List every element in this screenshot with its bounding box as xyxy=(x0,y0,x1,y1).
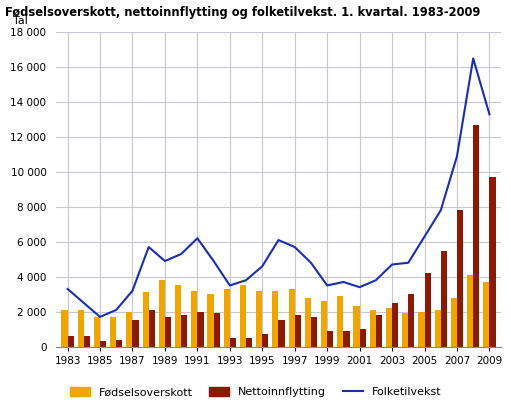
Bar xyxy=(419,312,425,347)
Bar xyxy=(240,285,246,347)
Bar xyxy=(67,336,74,347)
Bar xyxy=(354,306,360,347)
Bar xyxy=(490,177,496,347)
Bar xyxy=(78,310,84,347)
Bar xyxy=(230,338,236,347)
Bar xyxy=(305,298,311,347)
Bar xyxy=(165,317,171,347)
Bar xyxy=(295,315,301,347)
Bar xyxy=(343,331,350,347)
Bar xyxy=(408,294,414,347)
Bar xyxy=(451,298,457,347)
Bar xyxy=(116,340,123,347)
Bar xyxy=(94,317,100,347)
Bar xyxy=(483,282,490,347)
Bar xyxy=(110,317,116,347)
Bar xyxy=(402,314,408,347)
Bar xyxy=(369,310,376,347)
Legend: Fødselsoverskott, Nettoinnflytting, Folketilvekst: Fødselsoverskott, Nettoinnflytting, Folk… xyxy=(69,387,442,397)
Bar xyxy=(311,317,317,347)
Bar xyxy=(457,210,463,347)
Bar xyxy=(256,291,262,347)
Bar xyxy=(191,291,197,347)
Bar xyxy=(289,289,295,347)
Bar xyxy=(425,273,431,347)
Bar xyxy=(197,312,203,347)
Bar xyxy=(149,310,155,347)
Bar xyxy=(392,303,398,347)
Bar xyxy=(376,315,382,347)
Bar xyxy=(207,294,214,347)
Bar xyxy=(360,329,366,347)
Bar xyxy=(467,275,473,347)
Bar xyxy=(321,301,327,347)
Bar xyxy=(224,289,230,347)
Bar xyxy=(181,315,188,347)
Bar xyxy=(143,293,149,347)
Bar xyxy=(61,310,67,347)
Bar xyxy=(84,336,90,347)
Bar xyxy=(327,331,333,347)
Bar xyxy=(337,296,343,347)
Bar xyxy=(434,310,441,347)
Bar xyxy=(386,308,392,347)
Bar xyxy=(262,334,268,347)
Bar xyxy=(100,341,106,347)
Bar xyxy=(132,320,138,347)
Bar xyxy=(126,312,132,347)
Bar xyxy=(246,338,252,347)
Y-axis label: Tal: Tal xyxy=(13,16,28,26)
Bar xyxy=(441,251,447,347)
Bar xyxy=(473,125,479,347)
Bar xyxy=(214,314,220,347)
Bar xyxy=(159,280,165,347)
Bar xyxy=(272,291,278,347)
Bar xyxy=(278,320,285,347)
Bar xyxy=(175,285,181,347)
Text: Fødselsoverskott, nettoinnflytting og folketilvekst. 1. kvartal. 1983-2009: Fødselsoverskott, nettoinnflytting og fo… xyxy=(5,6,480,19)
